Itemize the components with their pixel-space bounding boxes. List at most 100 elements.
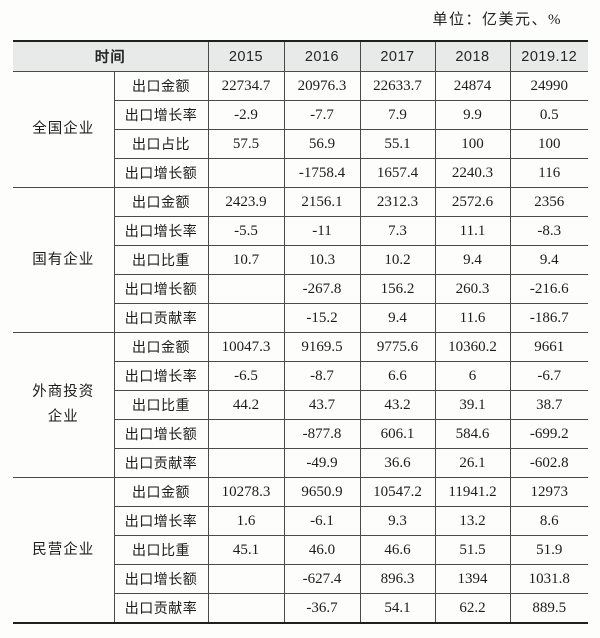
value-cell: 62.2 [434,593,510,624]
table-row: 外商投资企业 出口金额 10047.3 9169.5 9775.6 10360.2 9661 [13,332,588,478]
table-row: 出口增长额 -1758.4 1657.4 2240.3 116 [13,158,588,188]
value-cell: 1657.4 [359,158,435,188]
value-cell [207,564,284,594]
table-body: 全国企业 出口金额 22734.7 20976.3 22633.7 24874 24990 出… [13,71,588,624]
group-label: 全国企业 [13,71,114,188]
value-cell: 9775.6 [359,332,435,362]
table-row: 出口增长率 1.6 -6.1 9.3 13.2 8.6 [13,506,588,536]
value-cell: 2312.3 [359,187,435,217]
table-row: 出口增长率 -6.5 -8.7 6.6 6 -6.7 [13,361,588,391]
value-cell: 36.6 [359,448,435,478]
value-cell: 0.5 [509,100,588,130]
row-label: 出口贡献率 [113,303,209,333]
row-label: 出口金额 [113,332,209,362]
row-label: 出口比重 [113,535,209,565]
value-cell: -8.7 [283,361,360,391]
header-year-2019-12: 2019.12 [509,41,588,72]
row-label: 出口增长率 [113,100,209,130]
value-cell: 39.1 [434,390,510,420]
value-cell: 9.3 [359,506,435,536]
table-row: 出口贡献率 -36.7 54.1 62.2 889.5 [13,593,588,624]
value-cell: 156.2 [359,274,435,304]
value-cell: 9169.5 [283,332,360,362]
row-label: 出口金额 [113,477,209,507]
value-cell: -186.7 [509,303,588,333]
value-cell: 1394 [434,564,510,594]
value-cell: 606.1 [359,419,435,449]
value-cell: 116 [509,158,588,188]
value-cell: -602.8 [509,448,588,478]
value-cell: -36.7 [283,593,360,624]
group-label: 国有企业 [13,187,114,333]
value-cell: 54.1 [359,593,435,624]
table-row: 出口增长额 -267.8 156.2 260.3 -216.6 [13,274,588,304]
row-label: 出口金额 [113,187,209,217]
value-cell: -267.8 [283,274,360,304]
value-cell: 896.3 [359,564,435,594]
value-cell: -1758.4 [283,158,360,188]
row-label: 出口增长率 [113,506,209,536]
value-cell: 1031.8 [509,564,588,594]
value-cell: 38.7 [509,390,588,420]
value-cell: 9.4 [359,303,435,333]
value-cell: -11 [283,216,360,246]
table-row: 全国企业 出口金额 22734.7 20976.3 22633.7 24874 24990 [13,71,588,188]
value-cell: 2423.9 [207,187,284,217]
value-cell: 51.5 [434,535,510,565]
value-cell: -49.9 [283,448,360,478]
value-cell: 7.9 [359,100,435,130]
value-cell: 11.6 [434,303,510,333]
value-cell: 43.7 [283,390,360,420]
value-cell: -6.1 [283,506,360,536]
header-year-2015: 2015 [207,41,284,72]
value-cell: 1.6 [207,506,284,536]
value-cell: 10047.3 [207,332,284,362]
row-label: 出口金额 [113,71,209,101]
header-year-2018: 2018 [434,41,510,72]
value-cell: 10360.2 [434,332,510,362]
value-cell: -877.8 [283,419,360,449]
value-cell: 6 [434,361,510,391]
unit-label: 单位：亿美元、% [432,12,562,28]
value-cell: 45.1 [207,535,284,565]
row-label: 出口增长额 [113,564,209,594]
value-cell: 10.2 [359,245,435,275]
value-cell: -15.2 [283,303,360,333]
value-cell: 2156.1 [283,187,360,217]
value-cell: -6.7 [509,361,588,391]
value-cell [207,593,284,624]
row-label: 出口贡献率 [113,593,209,624]
value-cell: 24990 [509,71,588,101]
value-cell: -6.5 [207,361,284,391]
table-row: 出口比重 45.1 46.0 46.6 51.5 51.9 [13,535,588,565]
value-cell: 57.5 [207,129,284,159]
value-cell: 22734.7 [207,71,284,101]
value-cell: 12973 [509,477,588,507]
table-row: 出口比重 44.2 43.7 43.2 39.1 38.7 [13,390,588,420]
value-cell: 51.9 [509,535,588,565]
value-cell: -2.9 [207,100,284,130]
table-row: 国有企业 出口金额 2423.9 2156.1 2312.3 2572.6 2356 [13,187,588,333]
table-row: 出口增长率 -5.5 -11 7.3 11.1 -8.3 [13,216,588,246]
value-cell: 13.2 [434,506,510,536]
value-cell: 100 [509,129,588,159]
value-cell: -8.3 [509,216,588,246]
value-cell: 43.2 [359,390,435,420]
group-name-text: 国有企业 [32,251,95,268]
table-row: 出口贡献率 -15.2 9.4 11.6 -186.7 [13,303,588,333]
value-cell: 10.3 [283,245,360,275]
value-cell: 9661 [509,332,588,362]
value-cell: 44.2 [207,390,284,420]
row-label: 出口比重 [113,390,209,420]
value-cell: 11941.2 [434,477,510,507]
value-cell: -627.4 [283,564,360,594]
row-label: 出口增长额 [113,274,209,304]
value-cell [207,158,284,188]
header-year-2017: 2017 [359,41,435,72]
group-name-text: 全国企业 [32,121,95,138]
value-cell: 24874 [434,71,510,101]
table-row: 出口增长额 -877.8 606.1 584.6 -699.2 [13,419,588,449]
value-cell: 55.1 [359,129,435,159]
value-cell: 8.6 [509,506,588,536]
